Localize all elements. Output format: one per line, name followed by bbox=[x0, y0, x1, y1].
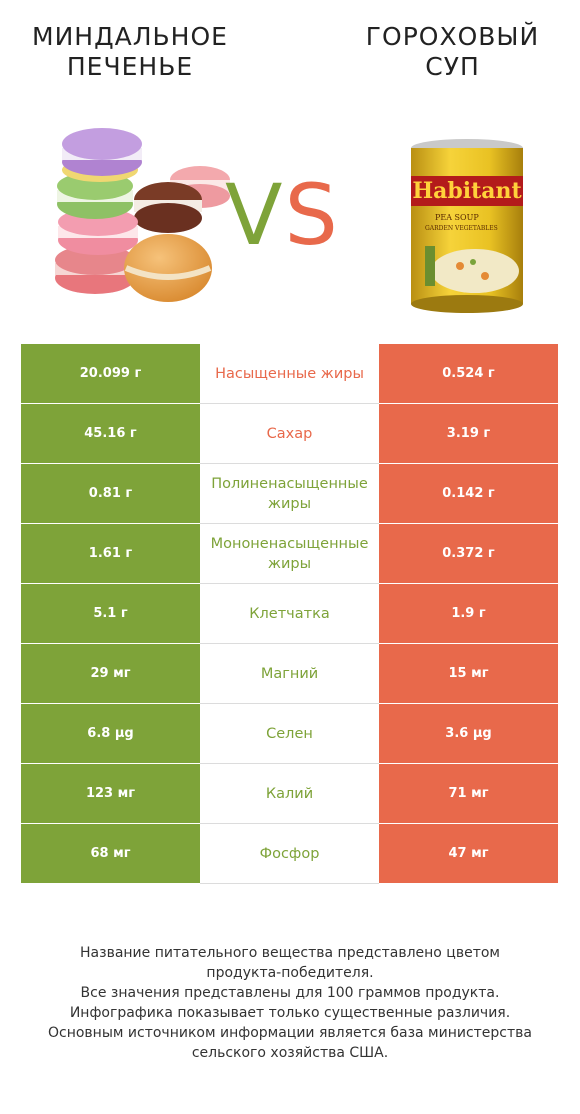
table-row: 1.61 г Мононенасыщенные жиры 0.372 г bbox=[21, 524, 558, 584]
hero-images: VS Habitant PEA SOUP GARDEN VEGETABLES bbox=[0, 118, 580, 318]
table-row: 6.8 µg Селен 3.6 µg bbox=[21, 704, 558, 764]
can-text-line2: GARDEN VEGETABLES bbox=[425, 225, 498, 232]
right-value: 0.142 г bbox=[379, 464, 558, 524]
nutrient-label: Селен bbox=[200, 704, 379, 764]
nutrient-label: Клетчатка bbox=[200, 584, 379, 644]
comparison-table: 20.099 г Насыщенные жиры 0.524 г 45.16 г Сах… bbox=[21, 344, 558, 884]
vs-letter-s: S bbox=[284, 166, 340, 264]
table-row: 45.16 г Сахар 3.19 г bbox=[21, 404, 558, 464]
left-value: 0.81 г bbox=[21, 464, 200, 524]
can-text-line1: PEA SOUP bbox=[435, 213, 479, 222]
table-row: 0.81 г Полиненасыщенные жиры 0.142 г bbox=[21, 464, 558, 524]
right-value: 1.9 г bbox=[379, 584, 558, 644]
right-product-title: ГОРОХОВЫЙ СУП bbox=[365, 22, 540, 81]
left-value: 5.1 г bbox=[21, 584, 200, 644]
nutrient-label: Полиненасыщенные жиры bbox=[200, 464, 379, 524]
right-value: 3.19 г bbox=[379, 404, 558, 464]
vs-label: VS bbox=[225, 170, 340, 260]
left-value: 68 мг bbox=[21, 824, 200, 884]
table-row: 123 мг Калий 71 мг bbox=[21, 764, 558, 824]
right-value: 71 мг bbox=[379, 764, 558, 824]
left-value: 20.099 г bbox=[21, 344, 200, 404]
footer-line: Основным источником информации является … bbox=[48, 1025, 532, 1041]
macarons-image bbox=[55, 128, 230, 302]
nutrient-label: Насыщенные жиры bbox=[200, 344, 379, 404]
footer-line: Название питательного вещества представл… bbox=[80, 945, 500, 961]
table-row: 5.1 г Клетчатка 1.9 г bbox=[21, 584, 558, 644]
nutrient-label: Сахар bbox=[200, 404, 379, 464]
nutrient-label: Калий bbox=[200, 764, 379, 824]
table-row: 20.099 г Насыщенные жиры 0.524 г bbox=[21, 344, 558, 404]
left-product-title: МИНДАЛЬНОЕ ПЕЧЕНЬЕ bbox=[32, 22, 228, 81]
footer-line: Инфографика показывает только существенн… bbox=[69, 1005, 511, 1021]
left-value: 6.8 µg bbox=[21, 704, 200, 764]
right-value: 15 мг bbox=[379, 644, 558, 704]
footer-line: продукта-победителя. bbox=[206, 965, 374, 981]
footer-line: Все значения представлены для 100 граммо… bbox=[80, 985, 500, 1001]
left-value: 29 мг bbox=[21, 644, 200, 704]
table-row: 68 мг Фосфор 47 мг bbox=[21, 824, 558, 884]
right-value: 47 мг bbox=[379, 824, 558, 884]
right-value: 3.6 µg bbox=[379, 704, 558, 764]
nutrient-label: Фосфор bbox=[200, 824, 379, 884]
can-brand-text: Habitant bbox=[412, 178, 522, 204]
left-value: 123 мг bbox=[21, 764, 200, 824]
vs-letter-v: V bbox=[225, 166, 285, 264]
left-value: 45.16 г bbox=[21, 404, 200, 464]
right-value: 0.524 г bbox=[379, 344, 558, 404]
nutrient-label: Мононенасыщенные жиры bbox=[200, 524, 379, 584]
right-value: 0.372 г bbox=[379, 524, 558, 584]
left-value: 1.61 г bbox=[21, 524, 200, 584]
footer-line: сельского хозяйства США. bbox=[191, 1045, 389, 1061]
nutrient-label: Магний bbox=[200, 644, 379, 704]
footer-note: Название питательного вещества представл… bbox=[20, 943, 560, 1063]
table-row: 29 мг Магний 15 мг bbox=[21, 644, 558, 704]
soup-can-image: Habitant PEA SOUP GARDEN VEGETABLES bbox=[411, 139, 523, 313]
